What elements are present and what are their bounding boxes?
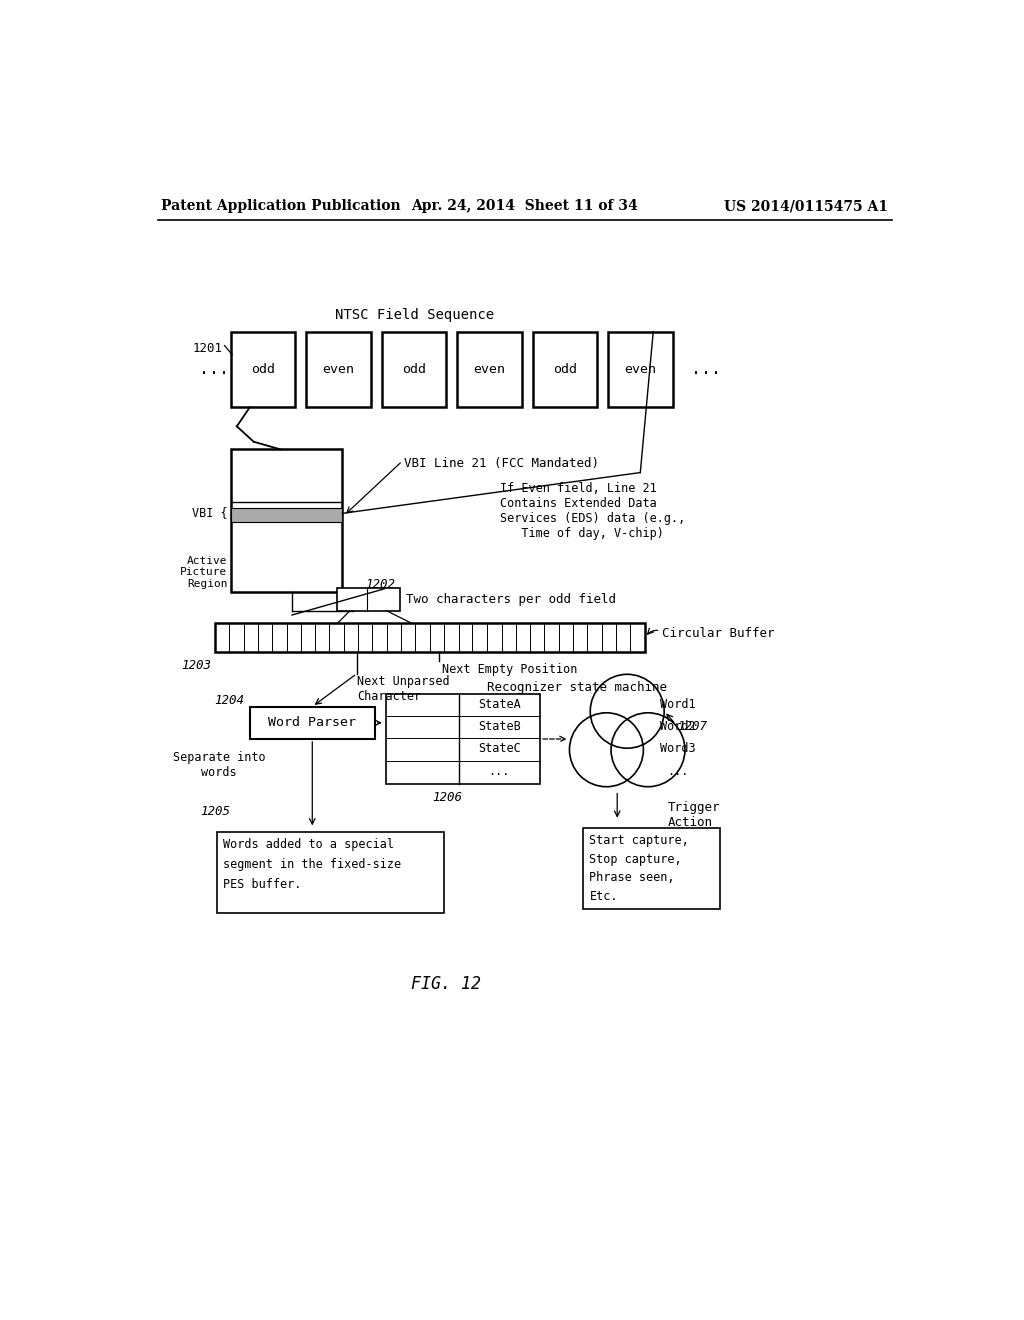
Text: Word2: Word2 — [660, 721, 696, 733]
Text: 1204: 1204 — [214, 694, 245, 708]
Bar — [386, 693, 541, 784]
Text: Apr. 24, 2014  Sheet 11 of 34: Apr. 24, 2014 Sheet 11 of 34 — [412, 199, 638, 213]
Text: odd: odd — [553, 363, 577, 376]
Text: Word Parser: Word Parser — [268, 717, 356, 730]
Text: VBI Line 21 (FCC Mandated): VBI Line 21 (FCC Mandated) — [403, 457, 599, 470]
Bar — [230, 331, 295, 407]
Text: PES buffer.: PES buffer. — [223, 878, 301, 891]
Text: StateA: StateA — [478, 698, 521, 711]
Text: VBI {: VBI { — [191, 506, 227, 519]
Text: Words added to a special: Words added to a special — [223, 838, 394, 851]
Text: Word1: Word1 — [660, 698, 696, 711]
Text: Stop capture,: Stop capture, — [590, 853, 682, 866]
Text: Phrase seen,: Phrase seen, — [590, 871, 675, 884]
Text: StateB: StateB — [478, 721, 521, 733]
Text: Trigger
Action: Trigger Action — [668, 801, 721, 829]
Text: 1201: 1201 — [193, 342, 223, 355]
Text: FIG. 12: FIG. 12 — [412, 974, 481, 993]
Bar — [457, 331, 521, 407]
Text: odd: odd — [401, 363, 426, 376]
Bar — [230, 508, 342, 521]
Text: Patent Application Publication: Patent Application Publication — [162, 199, 401, 213]
Text: ...: ... — [691, 360, 721, 379]
Bar — [337, 589, 400, 611]
Bar — [230, 449, 342, 591]
Text: Start capture,: Start capture, — [590, 834, 689, 847]
Bar — [217, 832, 444, 913]
Text: Circular Buffer: Circular Buffer — [662, 627, 774, 640]
Text: ...: ... — [199, 360, 228, 379]
Text: segment in the fixed-size: segment in the fixed-size — [223, 858, 401, 871]
Text: even: even — [323, 363, 354, 376]
Text: ...: ... — [488, 764, 510, 777]
Text: US 2014/0115475 A1: US 2014/0115475 A1 — [724, 199, 888, 213]
Text: odd: odd — [251, 363, 275, 376]
Text: If Even field, Line 21
Contains Extended Data
Services (EDS) data (e.g.,
   Time: If Even field, Line 21 Contains Extended… — [500, 482, 685, 540]
Text: StateC: StateC — [478, 742, 521, 755]
Text: 1202: 1202 — [366, 578, 395, 591]
Bar — [382, 331, 446, 407]
Bar — [532, 331, 597, 407]
Text: even: even — [625, 363, 656, 376]
Bar — [584, 829, 720, 909]
Text: 1203: 1203 — [181, 659, 211, 672]
Bar — [608, 331, 673, 407]
Text: ...: ... — [668, 764, 689, 777]
Text: NTSC Field Sequence: NTSC Field Sequence — [335, 308, 494, 322]
Text: 1207: 1207 — [677, 721, 708, 734]
Text: Etc.: Etc. — [590, 890, 617, 903]
Bar — [250, 706, 375, 739]
Bar — [215, 623, 645, 652]
Text: Next Empty Position: Next Empty Position — [442, 663, 578, 676]
Text: Next Unparsed
Character: Next Unparsed Character — [357, 675, 450, 704]
Text: 1205: 1205 — [201, 805, 230, 818]
Bar — [306, 331, 371, 407]
Text: Word3: Word3 — [660, 742, 696, 755]
Text: even: even — [473, 363, 506, 376]
Text: Active
Picture
Region: Active Picture Region — [180, 556, 227, 589]
Text: Two characters per odd field: Two characters per odd field — [407, 593, 616, 606]
Text: Recognizer state machine: Recognizer state machine — [487, 681, 668, 693]
Text: Separate into
words: Separate into words — [173, 751, 265, 779]
Text: 1206: 1206 — [432, 791, 463, 804]
